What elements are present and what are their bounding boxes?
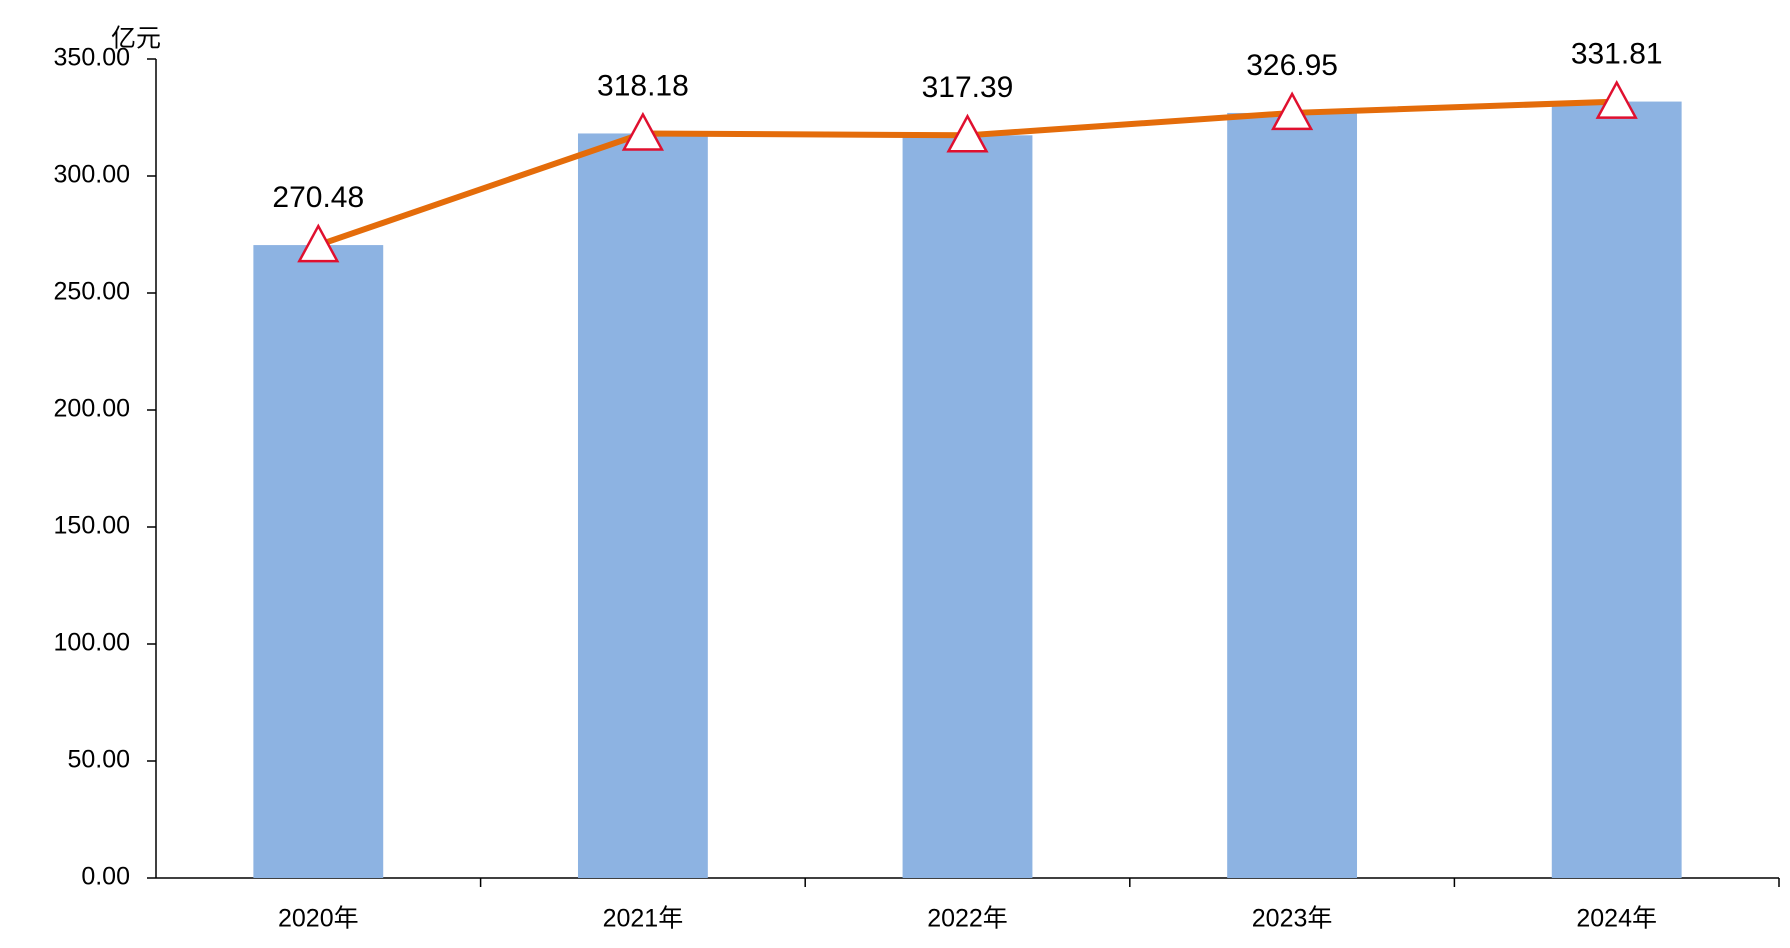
data-label: 331.81 (1571, 37, 1663, 70)
bar (1227, 112, 1358, 878)
y-tick-label: 250.00 (54, 278, 130, 306)
line-marker (1595, 79, 1638, 119)
data-label: 318.18 (597, 69, 689, 102)
y-tick-label: 200.00 (54, 395, 130, 423)
y-tick-label: 50.00 (67, 746, 130, 774)
data-label: 270.48 (272, 181, 364, 214)
x-tick-label: 2021年 (603, 905, 684, 933)
bar (577, 133, 708, 878)
line-marker (621, 111, 665, 151)
data-label: 326.95 (1246, 49, 1338, 82)
bar (1551, 101, 1682, 879)
x-tick-label: 2024年 (1576, 905, 1657, 933)
bar (902, 135, 1033, 879)
x-tick-label: 2022年 (927, 905, 1008, 933)
line-marker (946, 113, 989, 153)
line-marker (297, 223, 340, 263)
x-tick-label: 2023年 (1252, 905, 1333, 933)
y-tick-label: 150.00 (54, 512, 130, 540)
y-tick-label: 350.00 (54, 44, 130, 72)
data-label: 317.39 (922, 71, 1014, 104)
unit-label: 亿元 (111, 25, 161, 53)
y-tick-label: 0.00 (81, 863, 130, 891)
x-tick-label: 2020年 (278, 905, 359, 933)
bar (253, 245, 384, 879)
y-tick-label: 300.00 (54, 161, 130, 189)
y-tick-label: 100.00 (54, 629, 130, 657)
line-marker (1270, 91, 1314, 131)
